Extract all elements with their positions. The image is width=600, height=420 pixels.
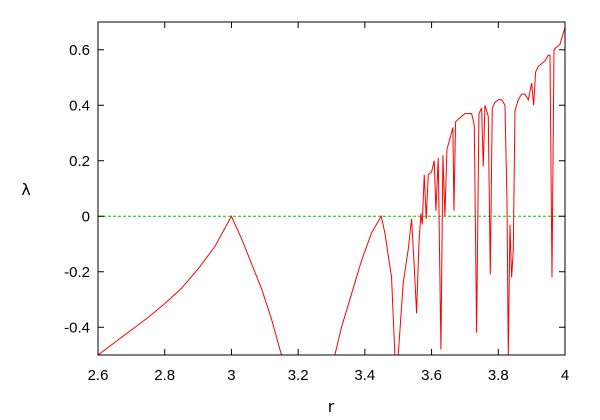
plot-area [98,27,565,355]
y-tick-label: 0.2 [69,153,90,170]
x-tick-label: 2.8 [154,367,175,384]
y-tick-label: 0.6 [69,42,90,59]
y-tick-label: 0.4 [69,97,90,114]
y-tick-label: 0 [82,208,90,225]
axis-ticks: 2.6 2.8 3 3.2 3.4 3.6 3.8 4 -0.4 -0.2 0 0.2 0.4 0.6 [64,22,569,384]
x-tick-label: 3.4 [354,367,375,384]
y-axis-label: λ [21,180,30,199]
y-tick-label: -0.4 [64,319,90,336]
x-axis-label: r [328,397,335,416]
y-tick-label: -0.2 [64,264,90,281]
x-tick-label: 3 [227,367,235,384]
plot-frame [97,21,566,356]
x-tick-label: 3.8 [488,367,509,384]
x-tick-label: 4 [561,367,569,384]
x-tick-label: 3.2 [288,367,309,384]
x-tick-label: 2.6 [88,367,109,384]
x-tick-label: 3.6 [421,367,442,384]
lyapunov-exponent-line [98,27,565,355]
